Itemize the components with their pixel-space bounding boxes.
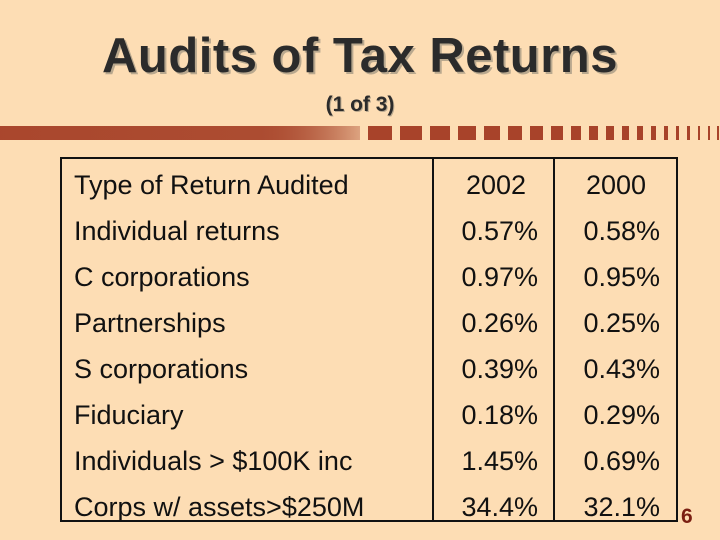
slide-title: Audits of Tax Returns bbox=[102, 29, 618, 83]
table-row: Individuals > $100K inc 1.45% 0.69% bbox=[62, 438, 676, 484]
table-row: Individual returns 0.57% 0.58% bbox=[62, 208, 676, 254]
column-divider bbox=[432, 159, 434, 520]
page-number: 6 bbox=[681, 505, 693, 528]
audit-rates-table: Type of Return Audited 2002 2000 Individ… bbox=[60, 157, 678, 522]
row-value-2002: 0.18% bbox=[461, 400, 538, 430]
row-value-2000: 0.95% bbox=[583, 262, 660, 292]
row-type: Fiduciary bbox=[74, 400, 184, 430]
row-type: Individual returns bbox=[74, 216, 280, 246]
row-value-2002: 0.26% bbox=[461, 308, 538, 338]
row-value-2000: 0.25% bbox=[583, 308, 660, 338]
row-type: Corps w/ assets>$250M bbox=[74, 492, 365, 522]
table-row: C corporations 0.97% 0.95% bbox=[62, 254, 676, 300]
row-value-2000: 0.58% bbox=[583, 216, 660, 246]
row-type: Individuals > $100K inc bbox=[74, 446, 353, 476]
header-type: Type of Return Audited bbox=[74, 170, 349, 200]
row-value-2000: 0.29% bbox=[583, 400, 660, 430]
column-divider bbox=[553, 159, 555, 520]
row-type: S corporations bbox=[74, 354, 249, 384]
row-value-2000: 0.43% bbox=[583, 354, 660, 384]
row-value-2000: 0.69% bbox=[583, 446, 660, 476]
table-row: Fiduciary 0.18% 0.29% bbox=[62, 392, 676, 438]
row-value-2002: 1.45% bbox=[461, 446, 538, 476]
row-type: Partnerships bbox=[74, 308, 226, 338]
row-value-2000: 32.1% bbox=[583, 492, 660, 522]
row-value-2002: 0.39% bbox=[461, 354, 538, 384]
header-2000: 2000 bbox=[585, 170, 647, 200]
header-2002: 2002 bbox=[465, 170, 527, 200]
slide-subtitle: (1 of 3) bbox=[325, 93, 395, 116]
row-value-2002: 0.57% bbox=[461, 216, 538, 246]
table-row: Corps w/ assets>$250M 34.4% 32.1% bbox=[62, 484, 676, 530]
decorative-gradient-bar bbox=[0, 126, 719, 140]
row-value-2002: 34.4% bbox=[461, 492, 538, 522]
table-row: S corporations 0.39% 0.43% bbox=[62, 346, 676, 392]
row-value-2002: 0.97% bbox=[461, 262, 538, 292]
table-header-row: Type of Return Audited 2002 2000 bbox=[62, 162, 676, 208]
row-type: C corporations bbox=[74, 262, 250, 292]
table-row: Partnerships 0.26% 0.25% bbox=[62, 300, 676, 346]
